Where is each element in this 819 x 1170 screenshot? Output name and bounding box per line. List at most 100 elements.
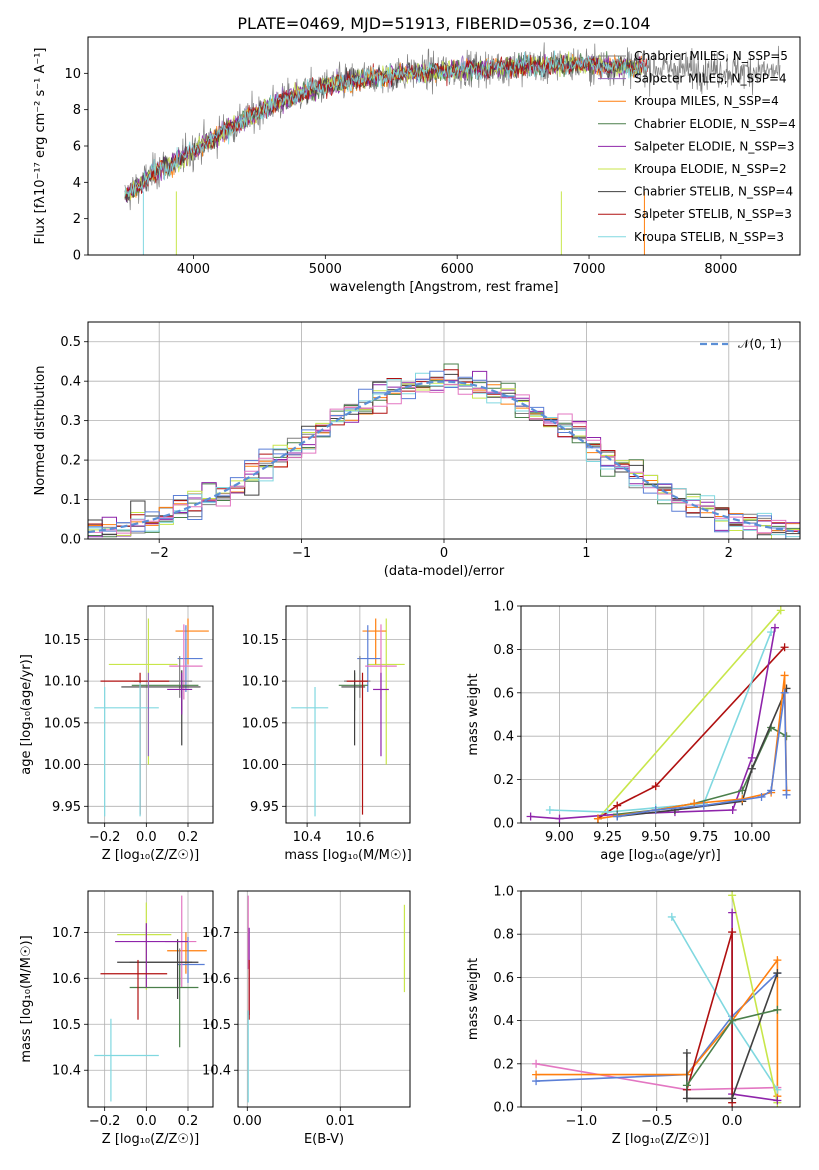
y-tick-label: 4 xyxy=(73,176,81,191)
point-marker-krou_miles xyxy=(593,814,602,823)
plot-area xyxy=(88,363,800,539)
y-tick-label: 0.0 xyxy=(60,533,81,548)
x-tick-label: 0 xyxy=(440,546,448,561)
axes-frame xyxy=(87,36,801,256)
point-marker-extra_blue xyxy=(757,792,766,801)
chart-age_vs_mass: 10.4 10.6 9.95 10.00 10.05 10.10 10.15 mass [lo… xyxy=(242,605,412,863)
plot-area xyxy=(94,895,207,1102)
y-axis-label: Normed distribution xyxy=(33,366,48,496)
y-axis-label: age [log₁₀(age/yr)] xyxy=(19,654,34,775)
histogram-extra_pink xyxy=(88,384,800,534)
y-tick-label: 10.7 xyxy=(202,926,231,941)
y-tick-label: 0.4 xyxy=(60,375,81,390)
y-tick-label: 10.05 xyxy=(242,716,279,731)
x-axis-label: (data-model)/error xyxy=(384,564,505,579)
point-marker-salp_stelib xyxy=(780,643,789,652)
axes-frame xyxy=(237,890,411,1108)
point-marker-krou_stelib xyxy=(545,805,554,814)
x-tick-label: 2 xyxy=(725,546,733,561)
plot-area xyxy=(94,618,209,817)
y-tick-label: 10.15 xyxy=(242,633,279,648)
chart-age_vs_Z: −0.2 0.0 0.2 9.95 10.00 10.05 10.10 10.15 Z [log… xyxy=(19,605,214,863)
axes-frame xyxy=(520,890,801,1108)
point-marker-extra_pink xyxy=(532,1059,541,1068)
point-marker-salp_stelib xyxy=(728,928,737,937)
point-marker-krou_stelib xyxy=(667,912,676,921)
x-tick-label: 0.0 xyxy=(722,1114,743,1129)
point-marker-krou_elodie xyxy=(776,606,785,615)
chart-massweight_vs_Z: −1.0 −0.5 0.0 0.0 0.2 0.4 0.6 0.8 1.0 Z [log₁₀(Z/… xyxy=(466,885,801,1147)
x-tick-label: −0.5 xyxy=(641,1114,673,1129)
plot-area xyxy=(291,618,405,817)
legend-label-krou_stelib: Kroupa STELIB, N_SSP=3 xyxy=(634,230,784,244)
x-axis-label: Z [log₁₀(Z/Z☉)] xyxy=(102,848,199,863)
point-marker-krou_elodie xyxy=(728,891,737,900)
y-tick-label: 10.15 xyxy=(44,633,81,648)
x-tick-label: 4000 xyxy=(177,262,210,277)
x-tick-label: 10.00 xyxy=(733,830,770,845)
x-tick-label: 1 xyxy=(582,546,590,561)
x-axis-label: Z [log₁₀(Z/Z☉)] xyxy=(102,1132,199,1147)
chart-title: PLATE=0469, MJD=51913, FIBERID=0536, z=0… xyxy=(237,14,650,33)
y-tick-label: 10.5 xyxy=(202,1018,231,1033)
model-spectrum-salp_stelib xyxy=(124,54,649,198)
y-tick-label: 0 xyxy=(73,249,81,264)
y-tick-label: 10 xyxy=(64,67,81,82)
point-marker-krou_miles xyxy=(780,671,789,680)
point-marker-chab_stelib xyxy=(682,1094,691,1103)
y-tick-label: 0.4 xyxy=(493,730,514,745)
y-tick-label: 1.0 xyxy=(493,885,514,900)
y-tick-label: 10.10 xyxy=(44,675,81,690)
legend-label-salp_miles: Salpeter MILES, N_SSP=4 xyxy=(634,72,787,86)
point-marker-extra_blue xyxy=(767,786,776,795)
y-tick-label: 9.95 xyxy=(250,800,279,815)
y-tick-label: 10.6 xyxy=(52,972,81,987)
plot-area xyxy=(247,895,406,1103)
point-marker-salp_elodie xyxy=(555,814,564,823)
x-axis-label: E(B-V) xyxy=(304,1132,344,1147)
y-axis-label: mass weight xyxy=(466,958,481,1040)
series-line-chab_stelib xyxy=(686,972,779,1100)
legend-label-krou_miles: Kroupa MILES, N_SSP=4 xyxy=(634,94,779,108)
point-marker-chab_stelib xyxy=(728,1094,737,1103)
histogram-extra_blue xyxy=(88,370,800,539)
x-tick-label: −1 xyxy=(292,546,311,561)
y-tick-label: 0.8 xyxy=(493,643,514,658)
point-marker-salp_elodie xyxy=(770,623,779,632)
axes-frame xyxy=(520,605,801,824)
y-axis-label: mass [log₁₀(M/M☉)] xyxy=(19,935,34,1062)
y-tick-label: 0.2 xyxy=(493,773,514,788)
model-spectrum-salp_elodie xyxy=(124,54,642,203)
y-tick-label: 0.8 xyxy=(493,928,514,943)
point-marker-chab_stelib xyxy=(773,969,782,978)
x-tick-label: 0.0 xyxy=(136,1114,157,1129)
chart-mass_vs_ebv: 0.00 0.01 10.4 10.5 10.6 10.7 E(B-V) xyxy=(202,890,411,1147)
y-tick-label: 10.5 xyxy=(52,1018,81,1033)
legend-label-salp_elodie: Salpeter ELODIE, N_SSP=3 xyxy=(634,139,795,153)
axes-frame xyxy=(285,605,411,824)
x-tick-label: −1.0 xyxy=(566,1114,598,1129)
point-marker-extra_blue xyxy=(699,801,708,810)
x-tick-label: 9.25 xyxy=(593,830,622,845)
x-tick-label: 5000 xyxy=(309,262,342,277)
plot-area xyxy=(124,42,781,255)
y-tick-label: 0.1 xyxy=(60,493,81,508)
y-tick-label: 6 xyxy=(73,140,81,155)
y-tick-label: 0.6 xyxy=(493,971,514,986)
x-tick-label: −0.2 xyxy=(89,830,121,845)
y-tick-label: 10.10 xyxy=(242,675,279,690)
series-line-krou_elodie xyxy=(597,609,782,820)
y-axis-label: Flux [fλ10⁻¹⁷ erg cm⁻² s⁻¹ A⁻¹] xyxy=(33,48,48,245)
point-marker-salp_elodie xyxy=(773,1096,782,1105)
x-tick-label: 9.75 xyxy=(689,830,718,845)
legend-label-chab_elodie: Chabrier ELODIE, N_SSP=4 xyxy=(634,117,796,131)
point-marker-extra_blue xyxy=(651,805,660,814)
x-tick-label: 9.50 xyxy=(641,830,670,845)
axes-frame xyxy=(87,605,214,824)
x-tick-label: −2 xyxy=(150,546,169,561)
normal-curve-line xyxy=(88,380,800,534)
point-marker-salp_stelib xyxy=(651,782,660,791)
y-tick-label: 10.00 xyxy=(44,758,81,773)
y-tick-label: 0.4 xyxy=(493,1014,514,1029)
y-tick-label: 10.7 xyxy=(52,926,81,941)
